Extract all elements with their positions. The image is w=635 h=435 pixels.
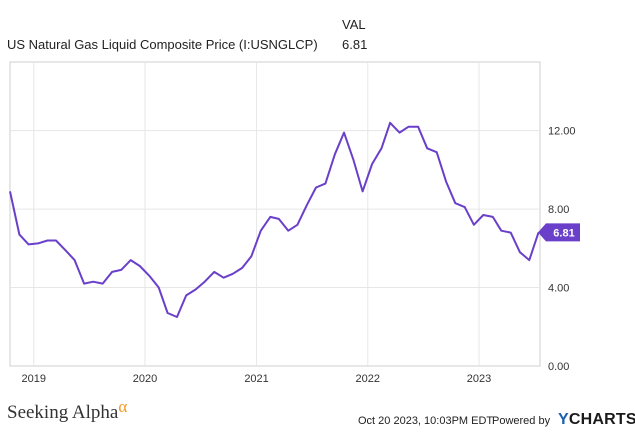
last-value-tag bbox=[538, 223, 580, 242]
x-tick-label: 2020 bbox=[133, 373, 157, 385]
y-tick-label: 12.00 bbox=[548, 126, 576, 138]
x-tick-label: 2019 bbox=[22, 373, 46, 385]
legend-value-header: VAL bbox=[342, 17, 366, 32]
x-tick-label: 2021 bbox=[244, 373, 268, 385]
y-tick-label: 4.00 bbox=[548, 283, 569, 295]
ycharts-y-mark: Y bbox=[558, 411, 569, 428]
seeking-alpha-wordmark: Seeking Alpha bbox=[7, 402, 119, 423]
ycharts-wordmark: CHARTS bbox=[568, 411, 635, 428]
chart-timestamp: Oct 20 2023, 10:03PM EDT. bbox=[358, 415, 495, 427]
y-tick-label: 0.00 bbox=[548, 361, 569, 373]
seeking-alpha-logo[interactable]: Seeking Alphaα bbox=[7, 397, 127, 424]
alpha-icon: α bbox=[118, 397, 128, 416]
powered-by-label: Powered by bbox=[492, 415, 551, 427]
last-value-label: 6.81 bbox=[553, 227, 574, 239]
ycharts-logo[interactable]: YCHARTS bbox=[558, 411, 635, 429]
legend-series-label[interactable]: US Natural Gas Liquid Composite Price (I… bbox=[7, 37, 318, 52]
x-tick-label: 2022 bbox=[356, 373, 380, 385]
legend-series-value: 6.81 bbox=[342, 37, 368, 52]
price-line-chart: 0.00 4.00 8.00 12.00 2019 2020 2021 2022 2023 6.8… bbox=[9, 61, 580, 385]
plot-frame bbox=[9, 61, 541, 367]
x-tick-label: 2023 bbox=[467, 373, 491, 385]
y-tick-label: 8.00 bbox=[548, 204, 569, 216]
series-line bbox=[9, 121, 540, 318]
